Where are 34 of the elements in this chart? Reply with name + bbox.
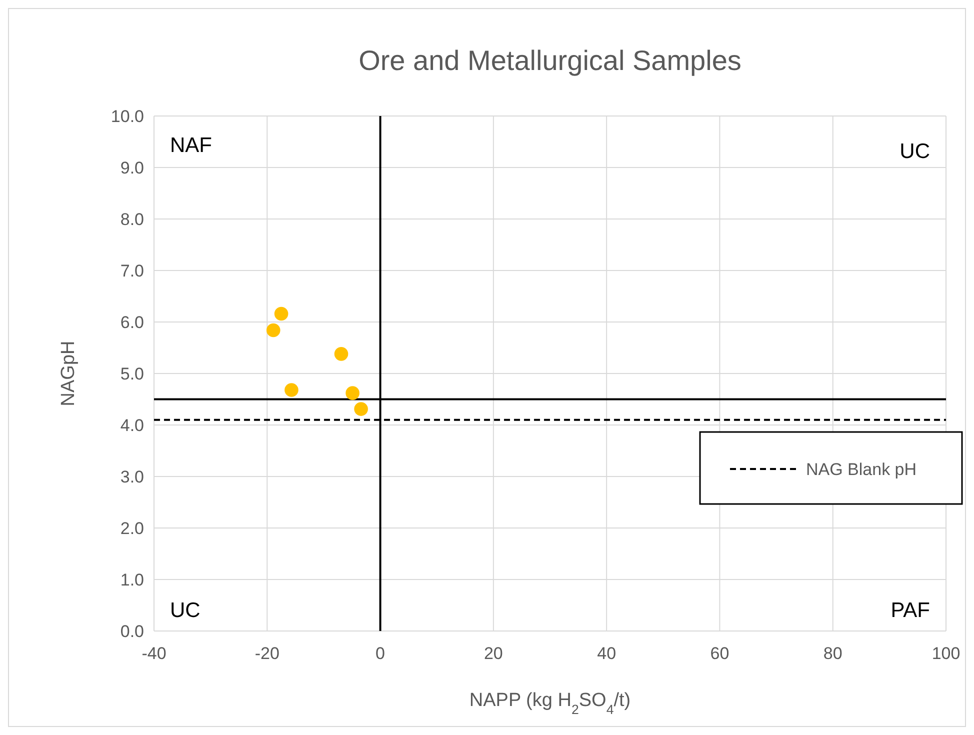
y-axis-title: NAGpH [58,340,79,406]
x-axis-title: NAPP (kg H$_{2}$SO$_{4}$/t) [469,690,631,716]
x-tick-label: 80 [823,644,842,663]
y-tick-label: 9.0 [120,158,144,178]
y-tick-label: 2.0 [120,519,144,538]
point [334,347,348,361]
point [346,386,360,400]
x-tick-label: 20 [484,644,503,663]
legend-label: NAG Blank pH [806,460,917,479]
y-tick-label: 7.0 [120,262,144,280]
point [284,383,298,397]
x-tick-label: 100 [932,644,960,663]
y-tick-label: 8.0 [120,210,144,229]
x-tick-label: 60 [710,644,730,663]
point [266,323,280,338]
legend: NAG Blank pH [699,431,963,505]
y-tick-label: 5.0 [120,364,144,384]
annotation: PAF [890,599,930,622]
y-tick-label: 0.0 [120,622,144,641]
y-tick-label: 4.0 [120,416,144,435]
chart-title: Ore and Metallurgical Samples [358,45,742,76]
y-tick-label: 1.0 [120,570,144,590]
x-tick-label: 40 [597,644,616,663]
annotation: UC [170,599,200,622]
x-tick-label: -40 [142,644,166,663]
y-tick-label: 6.0 [120,313,144,332]
point [354,402,368,416]
annotation: UC [900,140,930,163]
y-tick-label: 3.0 [120,468,144,486]
x-tick-label: -20 [254,644,280,663]
annotation: NAF [170,134,212,157]
y-tick-label: 10.0 [110,107,144,126]
x-tick-label: 0 [376,644,386,663]
point [274,306,288,321]
